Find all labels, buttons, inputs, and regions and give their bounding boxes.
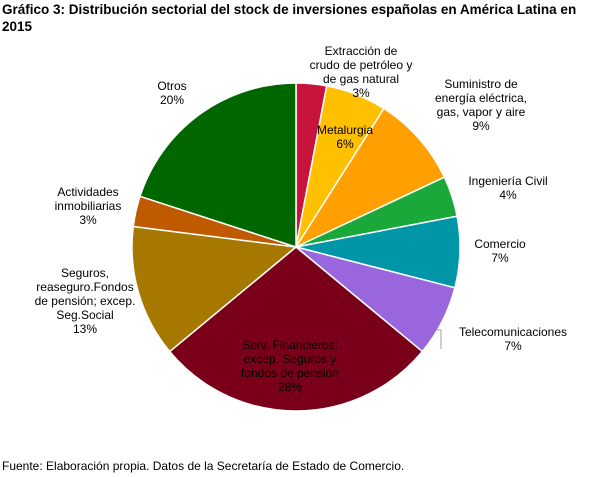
slice-percent: 7% [491, 251, 509, 265]
slice-percent: 28% [278, 380, 302, 394]
slice-label: Extracción de crudo de petróleo y de gas n… [310, 44, 413, 100]
slice-name-line: fondos de pensión [241, 366, 339, 380]
slice-percent: 3% [352, 86, 370, 100]
slice-name-line: Otros [157, 79, 186, 93]
pie-slices [131, 82, 461, 412]
slice-name-line: reaseguro.Fondos [36, 280, 133, 294]
leader-lines [437, 329, 442, 349]
slice-label: Metalurgia 6% [317, 123, 373, 151]
pie-slice [131, 225, 298, 353]
slice-name-line: inmobiliarias [55, 199, 122, 213]
slice-name-line: Comercio [474, 237, 526, 251]
slice-name-line: Actividades [57, 185, 118, 199]
slice-label: Actividades inmobiliarias 3% [55, 185, 122, 227]
slice-name-line: excep. Seguros y [244, 352, 337, 366]
slice-label: Telecomunicaciones 7% [459, 325, 567, 353]
slice-percent: 7% [504, 339, 522, 353]
slice-name-line: de pensión; excep. [35, 294, 136, 308]
slice-percent: 20% [160, 93, 184, 107]
slice-name-line: de gas natural [323, 72, 399, 86]
pie-slice [139, 82, 297, 249]
slice-label: Otros 20% [157, 79, 186, 107]
slice-name-line: Serv. Financieros; [242, 338, 338, 352]
pie-slice [168, 246, 424, 412]
slice-name-line: gas, vapor y aire [437, 105, 526, 119]
slice-name-line: crudo de petróleo y [310, 58, 413, 72]
slice-name-line: Extracción de [325, 44, 398, 58]
slice-name-line: Ingeniería Civil [468, 174, 547, 188]
slice-label: Comercio 7% [474, 237, 526, 265]
slice-label: Ingeniería Civil 4% [468, 174, 547, 202]
slice-percent: 3% [79, 213, 97, 227]
slice-percent: 6% [336, 137, 354, 151]
leader-line [437, 329, 442, 349]
slice-name-line: Seg.Social [56, 308, 113, 322]
slice-percent: 13% [73, 322, 97, 336]
slice-name-line: Telecomunicaciones [459, 325, 567, 339]
slice-label: Serv. Financieros; excep. Seguros y fondos… [241, 338, 339, 394]
pie-chart: Extracción de crudo de petróleo y de gas n… [35, 44, 567, 412]
source-note: Fuente: Elaboración propia. Datos de la … [2, 459, 405, 473]
slice-name-line: Suministro de [444, 77, 518, 91]
pie-slice [293, 107, 446, 249]
slice-name-line: Metalurgia [317, 123, 373, 137]
slice-label: Suministro de energía eléctrica, gas, vapo… [435, 77, 527, 133]
slice-percent: 4% [499, 188, 517, 202]
chart-title: Gráfico 3: Distribución sectorial del st… [2, 2, 577, 34]
slice-percent: 9% [472, 119, 490, 133]
slice-label: Seguros, reaseguro.Fondos de pensión; exce… [35, 266, 136, 336]
slice-name-line: Seguros, [61, 266, 109, 280]
slice-name-line: energía eléctrica, [435, 91, 527, 105]
slice-labels: Extracción de crudo de petróleo y de gas n… [35, 44, 567, 394]
